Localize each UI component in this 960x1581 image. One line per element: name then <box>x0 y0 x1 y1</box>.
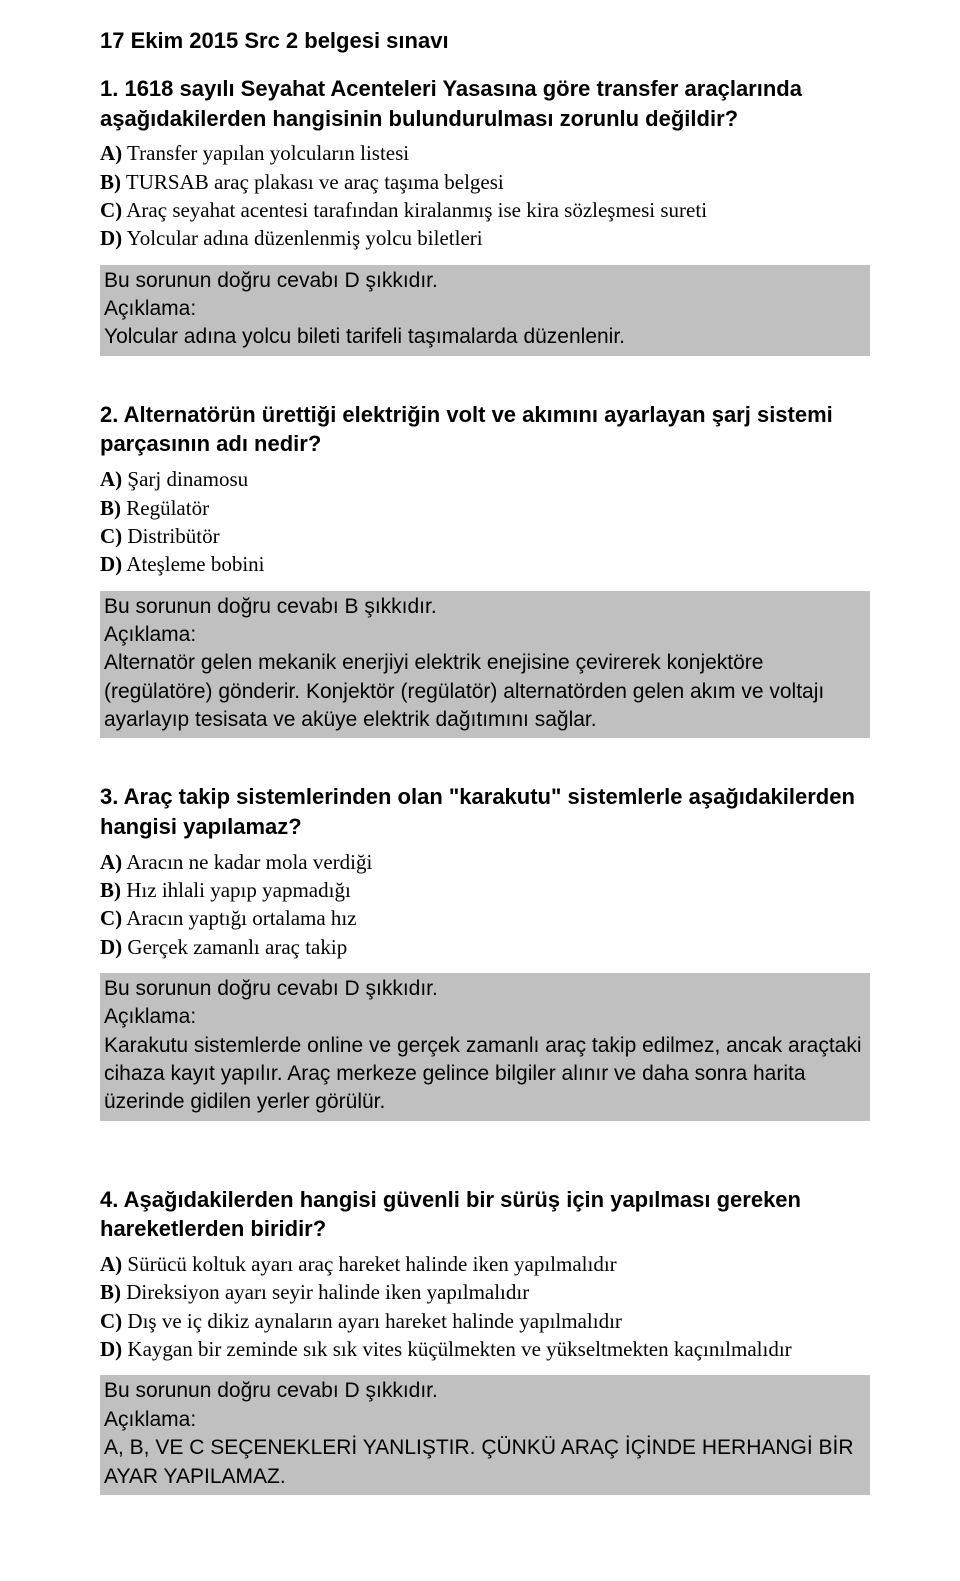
option-label-d: D) <box>100 935 122 959</box>
option-text: Transfer yapılan yolcuların listesi <box>127 141 409 165</box>
option-text: Şarj dinamosu <box>127 467 248 491</box>
option-c: C) Dış ve iç dikiz aynaların ayarı harek… <box>100 1307 870 1335</box>
answer-line: Bu sorunun doğru cevabı D şıkkıdır. <box>104 975 866 1003</box>
option-label-c: C) <box>100 906 122 930</box>
answer-line: Bu sorunun doğru cevabı B şıkkıdır. <box>104 593 866 621</box>
explain-label: Açıklama: <box>104 1003 866 1031</box>
option-text: Dış ve iç dikiz aynaların ayarı hareket … <box>127 1309 621 1333</box>
option-text: Aracın ne kadar mola verdiği <box>126 850 372 874</box>
option-label-a: A) <box>100 1252 122 1276</box>
question-block: 4. Aşağıdakilerden hangisi güvenli bir s… <box>100 1185 870 1364</box>
question-prompt: 4. Aşağıdakilerden hangisi güvenli bir s… <box>100 1185 870 1244</box>
option-a: A) Sürücü koltuk ayarı araç hareket hali… <box>100 1250 870 1278</box>
option-b: B) Direksiyon ayarı seyir halinde iken y… <box>100 1278 870 1306</box>
question-prompt: 1. 1618 sayılı Seyahat Acenteleri Yasası… <box>100 74 870 133</box>
option-text: Kaygan bir zeminde sık sık vites küçülme… <box>127 1337 791 1361</box>
option-label-d: D) <box>100 226 122 250</box>
option-label-b: B) <box>100 878 121 902</box>
document-page: 17 Ekim 2015 Src 2 belgesi sınavı 1. 161… <box>0 0 960 1535</box>
option-label-b: B) <box>100 170 121 194</box>
option-text: Gerçek zamanlı araç takip <box>127 935 347 959</box>
question-block: 3. Araç takip sistemlerinden olan "karak… <box>100 782 870 961</box>
option-text: Sürücü koltuk ayarı araç hareket halinde… <box>127 1252 616 1276</box>
option-label-a: A) <box>100 141 122 165</box>
answer-block: Bu sorunun doğru cevabı D şıkkıdır. Açık… <box>100 265 870 356</box>
option-text: TURSAB araç plakası ve araç taşıma belge… <box>126 170 504 194</box>
answer-block: Bu sorunun doğru cevabı D şıkkıdır. Açık… <box>100 1375 870 1494</box>
option-b: B) TURSAB araç plakası ve araç taşıma be… <box>100 168 870 196</box>
explain-label: Açıklama: <box>104 1406 866 1434</box>
option-d: D) Ateşleme bobini <box>100 550 870 578</box>
option-a: A) Aracın ne kadar mola verdiği <box>100 848 870 876</box>
question-block: 2. Alternatörün ürettiği elektriğin volt… <box>100 400 870 579</box>
option-b: B) Regülatör <box>100 494 870 522</box>
option-text: Ateşleme bobini <box>126 552 264 576</box>
option-label-d: D) <box>100 552 122 576</box>
explain-label: Açıklama: <box>104 295 866 323</box>
option-a: A) Şarj dinamosu <box>100 465 870 493</box>
option-label-a: A) <box>100 850 122 874</box>
option-d: D) Gerçek zamanlı araç takip <box>100 933 870 961</box>
explain-label: Açıklama: <box>104 621 866 649</box>
option-label-c: C) <box>100 524 122 548</box>
explain-body: A, B, VE C SEÇENEKLERİ YANLIŞTIR. ÇÜNKÜ … <box>104 1434 866 1491</box>
option-c: C) Distribütör <box>100 522 870 550</box>
option-text: Regülatör <box>126 496 209 520</box>
option-c: C) Aracın yaptığı ortalama hız <box>100 904 870 932</box>
option-text: Hız ihlali yapıp yapmadığı <box>126 878 351 902</box>
explain-body: Alternatör gelen mekanik enerjiyi elektr… <box>104 649 866 734</box>
option-label-c: C) <box>100 198 122 222</box>
answer-block: Bu sorunun doğru cevabı D şıkkıdır. Açık… <box>100 973 870 1121</box>
question-prompt: 2. Alternatörün ürettiği elektriğin volt… <box>100 400 870 459</box>
option-text: Direksiyon ayarı seyir halinde iken yapı… <box>126 1280 529 1304</box>
option-b: B) Hız ihlali yapıp yapmadığı <box>100 876 870 904</box>
option-text: Aracın yaptığı ortalama hız <box>126 906 356 930</box>
option-a: A) Transfer yapılan yolcuların listesi <box>100 139 870 167</box>
option-label-d: D) <box>100 1337 122 1361</box>
option-label-b: B) <box>100 1280 121 1304</box>
option-label-b: B) <box>100 496 121 520</box>
option-label-a: A) <box>100 467 122 491</box>
answer-line: Bu sorunun doğru cevabı D şıkkıdır. <box>104 1377 866 1405</box>
option-d: D) Yolcular adına düzenlenmiş yolcu bile… <box>100 224 870 252</box>
answer-block: Bu sorunun doğru cevabı B şıkkıdır. Açık… <box>100 591 870 739</box>
option-text: Araç seyahat acentesi tarafından kiralan… <box>126 198 707 222</box>
question-prompt: 3. Araç takip sistemlerinden olan "karak… <box>100 782 870 841</box>
document-title: 17 Ekim 2015 Src 2 belgesi sınavı <box>100 28 870 54</box>
explain-body: Karakutu sistemlerde online ve gerçek za… <box>104 1032 866 1117</box>
explain-body: Yolcular adına yolcu bileti tarifeli taş… <box>104 323 866 351</box>
answer-line: Bu sorunun doğru cevabı D şıkkıdır. <box>104 267 866 295</box>
option-d: D) Kaygan bir zeminde sık sık vites küçü… <box>100 1335 870 1363</box>
option-c: C) Araç seyahat acentesi tarafından kira… <box>100 196 870 224</box>
option-text: Yolcular adına düzenlenmiş yolcu biletle… <box>127 226 483 250</box>
question-block: 1. 1618 sayılı Seyahat Acenteleri Yasası… <box>100 74 870 253</box>
option-text: Distribütör <box>127 524 219 548</box>
option-label-c: C) <box>100 1309 122 1333</box>
